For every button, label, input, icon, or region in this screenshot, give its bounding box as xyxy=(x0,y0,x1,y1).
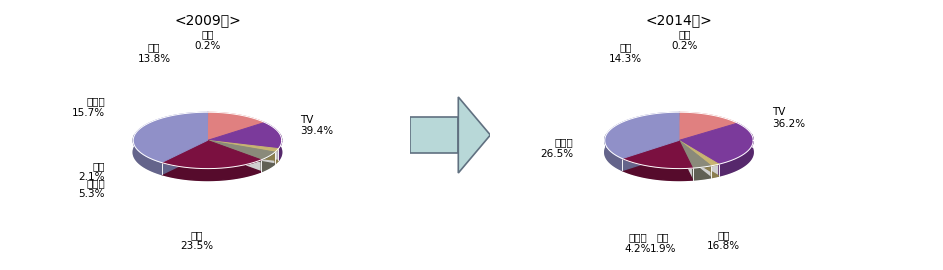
Text: <2009년>: <2009년> xyxy=(174,14,240,28)
Text: 신문
23.5%: 신문 23.5% xyxy=(180,230,213,251)
Polygon shape xyxy=(207,140,275,172)
Polygon shape xyxy=(622,140,692,168)
Polygon shape xyxy=(679,123,753,164)
Text: 옥외
13.8%: 옥외 13.8% xyxy=(138,42,171,64)
Polygon shape xyxy=(207,140,278,152)
Polygon shape xyxy=(622,140,692,180)
Text: 인터넷
26.5%: 인터넷 26.5% xyxy=(540,137,573,158)
Ellipse shape xyxy=(604,124,753,180)
Polygon shape xyxy=(133,134,207,174)
Polygon shape xyxy=(679,140,719,178)
Polygon shape xyxy=(207,135,282,160)
Polygon shape xyxy=(679,140,719,166)
Polygon shape xyxy=(458,97,490,173)
Polygon shape xyxy=(679,112,737,140)
Text: 신문
16.8%: 신문 16.8% xyxy=(707,230,740,251)
Text: <2014년>: <2014년> xyxy=(646,14,712,28)
Text: 인터넷
15.7%: 인터넷 15.7% xyxy=(72,96,105,118)
Polygon shape xyxy=(207,140,275,160)
Polygon shape xyxy=(410,117,458,153)
Text: 잡지
1.9%: 잡지 1.9% xyxy=(650,232,676,254)
Text: 잡지
2.1%: 잡지 2.1% xyxy=(78,161,105,183)
Text: 라디오
4.2%: 라디오 4.2% xyxy=(625,232,652,254)
Polygon shape xyxy=(161,140,261,168)
Polygon shape xyxy=(207,112,265,140)
Text: 극장
0.2%: 극장 0.2% xyxy=(671,29,698,51)
Text: 극장
0.2%: 극장 0.2% xyxy=(194,29,221,51)
Polygon shape xyxy=(161,140,261,180)
Polygon shape xyxy=(679,140,711,180)
Polygon shape xyxy=(207,122,282,148)
Polygon shape xyxy=(207,140,278,164)
Text: TV
39.4%: TV 39.4% xyxy=(300,115,334,136)
Text: 옥외
14.3%: 옥외 14.3% xyxy=(609,42,642,64)
Ellipse shape xyxy=(133,124,282,180)
Text: TV
36.2%: TV 36.2% xyxy=(771,107,805,129)
Text: 라디오
5.3%: 라디오 5.3% xyxy=(78,178,105,200)
Polygon shape xyxy=(133,112,207,163)
Polygon shape xyxy=(679,140,711,168)
Polygon shape xyxy=(679,135,753,176)
Polygon shape xyxy=(604,112,679,158)
Polygon shape xyxy=(604,135,679,170)
